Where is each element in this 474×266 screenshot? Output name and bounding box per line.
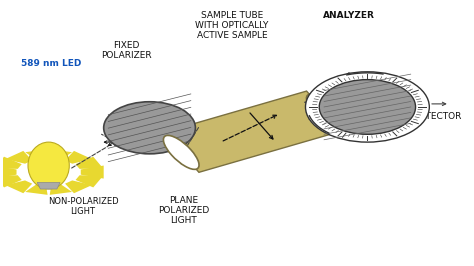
Ellipse shape	[104, 102, 195, 154]
Text: DETECTOR: DETECTOR	[413, 111, 462, 120]
Polygon shape	[65, 151, 92, 164]
Ellipse shape	[306, 94, 342, 128]
Polygon shape	[164, 91, 342, 172]
Polygon shape	[25, 184, 47, 195]
Circle shape	[319, 80, 416, 134]
Ellipse shape	[164, 135, 199, 169]
Polygon shape	[65, 180, 92, 193]
Text: FIXED
POLARIZER: FIXED POLARIZER	[101, 41, 152, 60]
Polygon shape	[5, 151, 32, 164]
Polygon shape	[75, 157, 103, 169]
Polygon shape	[0, 175, 22, 188]
Polygon shape	[37, 182, 60, 189]
Polygon shape	[25, 149, 47, 160]
Text: SAMPLE TUBE
WITH OPTICALLY
ACTIVE SAMPLE: SAMPLE TUBE WITH OPTICALLY ACTIVE SAMPLE	[195, 11, 269, 40]
Polygon shape	[0, 157, 22, 169]
Polygon shape	[50, 149, 72, 160]
Text: ANALYZER: ANALYZER	[323, 11, 375, 20]
Polygon shape	[50, 184, 72, 195]
Polygon shape	[5, 180, 32, 193]
Text: NON-POLARIZED
LIGHT: NON-POLARIZED LIGHT	[48, 197, 118, 216]
Text: 589 nm LED: 589 nm LED	[21, 59, 81, 68]
Circle shape	[305, 72, 429, 142]
Polygon shape	[81, 165, 104, 178]
Polygon shape	[0, 165, 17, 178]
Ellipse shape	[28, 142, 69, 189]
Text: PLANE
POLARIZED
LIGHT: PLANE POLARIZED LIGHT	[158, 196, 210, 225]
Polygon shape	[75, 175, 103, 188]
